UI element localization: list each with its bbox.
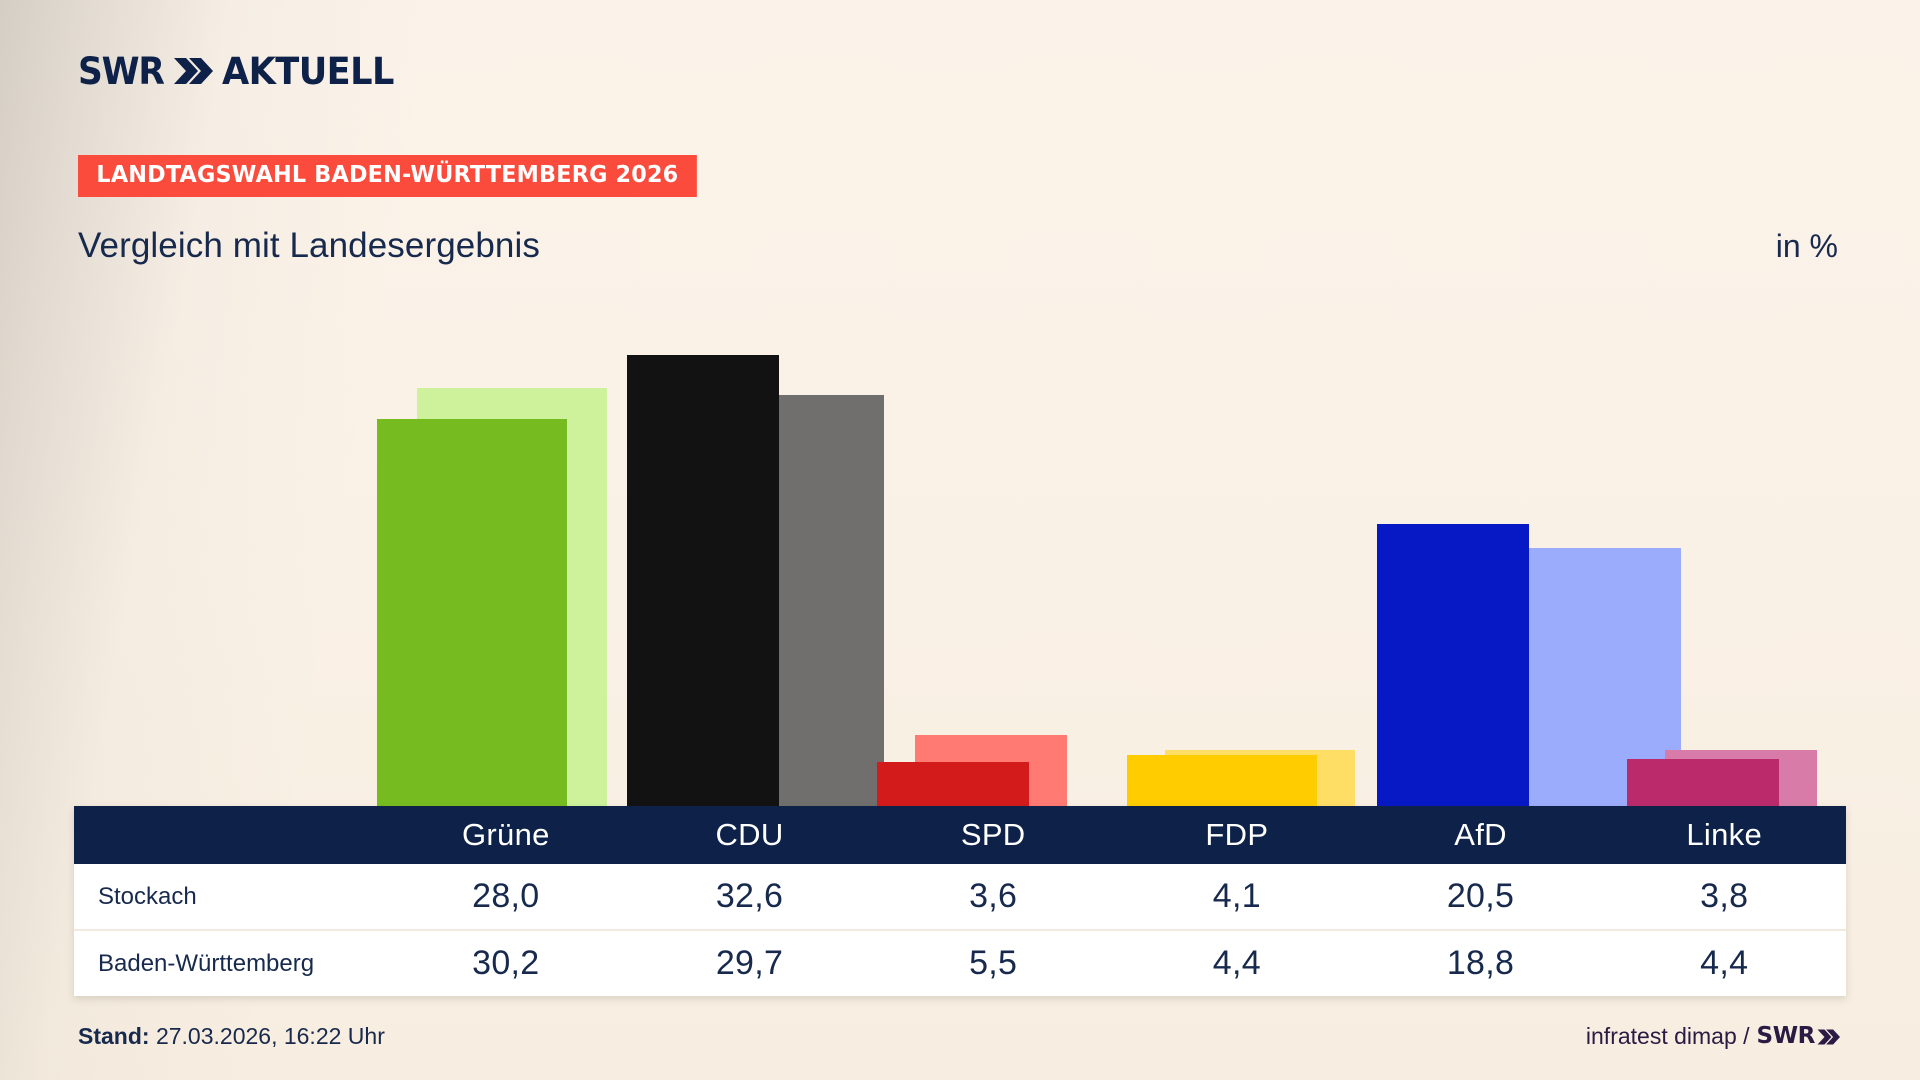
swr-logo-small-text: SWR — [1756, 1023, 1816, 1049]
bar-result-grüne — [377, 419, 567, 812]
bar-comparison-cdu — [732, 395, 884, 812]
cell-value: 28,0 — [472, 877, 540, 915]
page-title: Vergleich mit Landesergebnis — [78, 226, 540, 265]
election-badge: LANDTAGSWAHL BADEN-WÜRTTEMBERG 2026 — [78, 155, 697, 197]
logo-aktuell-text: AKTUELL — [222, 49, 394, 93]
row-label: Baden-Württemberg — [98, 949, 315, 977]
bar-comparison-fdp — [1165, 750, 1355, 812]
cell-value: 4,1 — [1212, 877, 1261, 915]
column-header-grüne: Grüne — [462, 817, 550, 852]
bar-group-fdp — [1127, 252, 1357, 812]
bar-group-spd — [877, 252, 1107, 812]
column-header-spd: SPD — [960, 817, 1026, 852]
column-header-afd: AfD — [1454, 817, 1507, 852]
bar-comparison-grüne — [417, 388, 607, 812]
table-row: Baden-Württemberg 30,2 29,7 5,5 4,4 18,8 4,4 — [74, 929, 1846, 996]
bar-result-spd — [877, 761, 1029, 812]
stand-value: 27.03.2026, 16:22 Uhr — [155, 1023, 385, 1049]
bar-result-fdp — [1127, 754, 1317, 812]
cell-value: 32,6 — [715, 877, 784, 915]
bar-group-linke — [1627, 252, 1857, 812]
table-corner-cell — [74, 806, 384, 864]
timestamp: Stand: 27.03.2026, 16:22 Uhr — [78, 1025, 385, 1048]
cell-value: 5,5 — [969, 944, 1018, 982]
results-table: Grüne CDU SPD FDP AfD Linke Stockach 28,0 32,6… — [74, 806, 1846, 996]
bar-comparison-linke — [1665, 750, 1817, 812]
column-header-cdu: CDU — [715, 817, 784, 852]
source-credit: infratest dimap / SWR — [1586, 1025, 1840, 1048]
bar-group-cdu — [627, 252, 884, 812]
double-chevron-right-icon — [173, 56, 214, 86]
column-header-fdp: FDP — [1205, 817, 1269, 852]
row-label: Stockach — [98, 882, 197, 910]
bar-comparison-afd — [1529, 548, 1681, 812]
cell-value: 20,5 — [1446, 877, 1515, 915]
stand-label: Stand: — [78, 1023, 150, 1049]
cell-value: 30,2 — [472, 944, 540, 982]
cell-value: 18,8 — [1446, 944, 1515, 982]
table-header-row: Grüne CDU SPD FDP AfD Linke — [74, 806, 1846, 864]
cell-value: 4,4 — [1212, 944, 1261, 982]
bar-result-cdu — [627, 354, 779, 812]
bar-result-afd — [1377, 524, 1529, 812]
swr-aktuell-logo: SWR AKTUELL — [78, 48, 403, 94]
column-header-linke: Linke — [1686, 817, 1762, 852]
cell-value: 29,7 — [715, 944, 784, 982]
unit-label: in % — [1775, 228, 1838, 264]
source-text: infratest dimap / — [1585, 1023, 1750, 1049]
bar-group-afd — [1377, 252, 1681, 812]
swr-logo-small: SWR — [1757, 1025, 1840, 1048]
cell-value: 3,8 — [1700, 877, 1749, 915]
cell-value: 3,6 — [969, 877, 1018, 915]
cell-value: 4,4 — [1700, 944, 1749, 982]
bar-result-linke — [1627, 758, 1779, 812]
bar-group-grüne — [377, 252, 607, 812]
logo-swr-text: SWR — [78, 49, 165, 93]
double-chevron-right-icon — [1817, 1028, 1840, 1046]
bar-comparison-spd — [915, 734, 1067, 812]
table-row: Stockach 28,0 32,6 3,6 4,1 20,5 3,8 — [74, 864, 1846, 929]
